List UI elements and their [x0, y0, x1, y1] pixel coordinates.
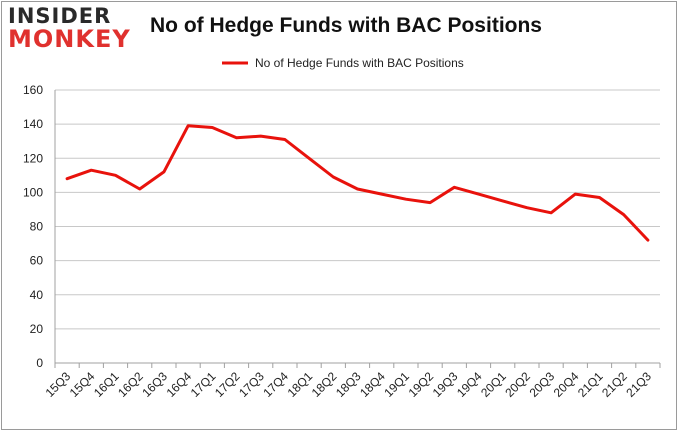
- y-tick-label: 140: [23, 117, 43, 131]
- legend-label: No of Hedge Funds with BAC Positions: [255, 56, 464, 70]
- y-tick-label: 80: [30, 220, 44, 234]
- logo-line-2: MONKEY: [8, 25, 131, 53]
- x-tick-label: 17Q3: [236, 369, 267, 400]
- x-tick-label: 19Q1: [381, 369, 412, 400]
- chart-title: No of Hedge Funds with BAC Positions: [150, 14, 542, 37]
- y-tick-label: 100: [23, 185, 43, 199]
- x-tick-label: 15Q3: [43, 369, 74, 400]
- y-tick-label: 160: [23, 83, 43, 97]
- series-lines: [65, 124, 650, 242]
- series-line: [65, 124, 650, 242]
- x-tick-label: 17Q2: [212, 369, 243, 400]
- x-tick-label: 20Q3: [527, 369, 558, 400]
- x-tick-label: 16Q1: [91, 369, 122, 400]
- x-tick-label: 18Q3: [333, 369, 364, 400]
- x-tick-label: 16Q2: [115, 369, 146, 400]
- x-tick-label: 20Q4: [551, 369, 582, 400]
- x-tick-label: 20Q2: [502, 369, 533, 400]
- x-tick-label: 21Q3: [623, 369, 654, 400]
- x-tick-label: 19Q4: [454, 369, 485, 400]
- legend: No of Hedge Funds with BAC Positions: [222, 56, 464, 70]
- grid-lines: [55, 89, 660, 330]
- axes: [54, 90, 661, 368]
- x-tick-label: 15Q4: [67, 369, 98, 400]
- y-tick-label: 20: [30, 322, 44, 336]
- x-tick-label: 19Q2: [406, 369, 437, 400]
- insider-monkey-logo: INSIDER MONKEY: [8, 4, 131, 53]
- x-tick-label: 17Q1: [188, 369, 219, 400]
- x-tick-label: 21Q1: [575, 369, 606, 400]
- x-tick-label: 18Q4: [357, 369, 388, 400]
- y-tick-label: 40: [30, 288, 44, 302]
- x-tick-label: 20Q1: [478, 369, 509, 400]
- x-tick-label: 16Q4: [164, 369, 195, 400]
- y-tick-labels: 0 20 40 60 80 100 120 140 160: [23, 83, 43, 370]
- x-tick-label: 17Q4: [260, 369, 291, 400]
- x-tick-label: 16Q3: [139, 369, 170, 400]
- logo-line-1: INSIDER: [8, 4, 112, 28]
- y-tick-label: 60: [30, 254, 44, 268]
- x-tick-label: 19Q3: [430, 369, 461, 400]
- x-tick-label: 18Q1: [285, 369, 316, 400]
- x-tick-labels: 15Q315Q416Q116Q216Q316Q417Q117Q217Q317Q4…: [43, 369, 655, 400]
- x-tick-label: 18Q2: [309, 369, 340, 400]
- y-tick-label: 0: [36, 356, 43, 370]
- y-tick-label: 120: [23, 151, 43, 165]
- x-tick-label: 21Q2: [599, 369, 630, 400]
